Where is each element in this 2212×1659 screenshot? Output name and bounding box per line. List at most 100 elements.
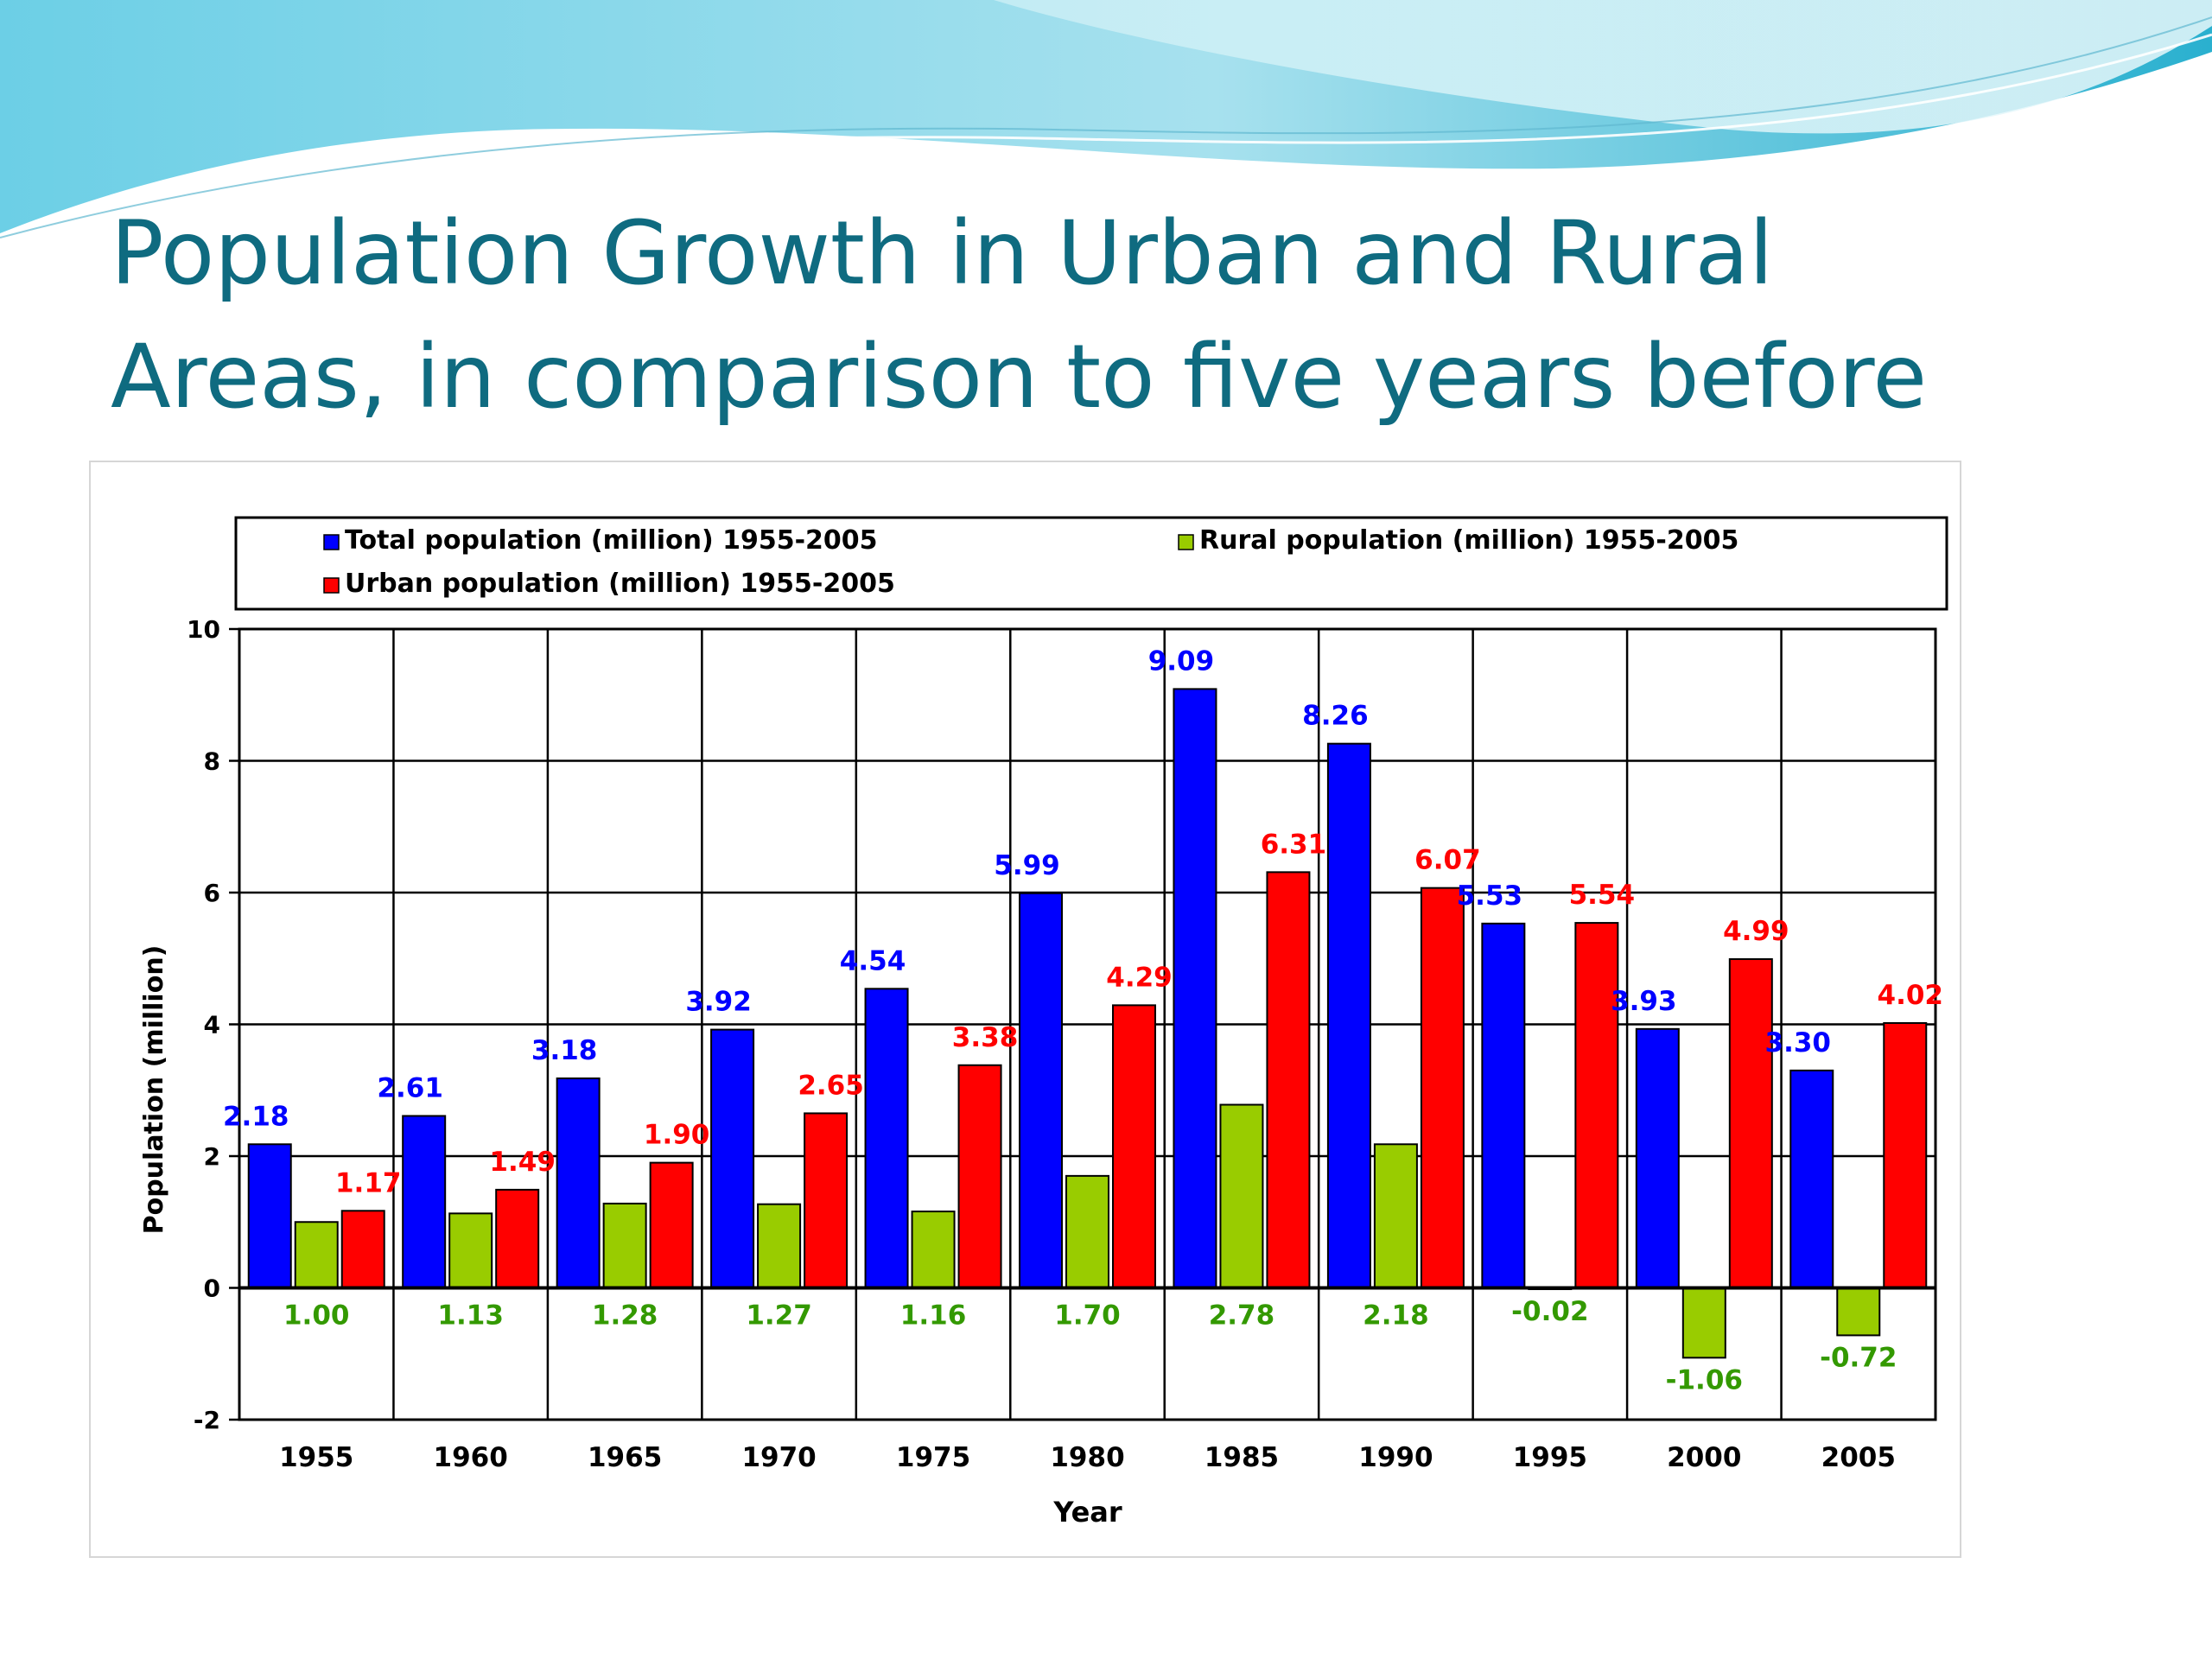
legend-label-2: Rural population (million) 1955-2005 [1199, 525, 1738, 556]
bar-series1-1960 [402, 1115, 447, 1289]
data-label-series3-1955: 1.17 [335, 1167, 402, 1198]
slide-title-line-1: Population Growth in Urban and Rural [111, 202, 1774, 305]
bar-series1-1990 [1326, 742, 1371, 1289]
bar-series1-1970 [710, 1028, 755, 1289]
plot-area-border [238, 627, 1937, 1421]
x-tick-label-1955: 1955 [279, 1442, 353, 1473]
x-tick-label-1965: 1965 [588, 1442, 662, 1473]
data-label-series1-1970: 3.92 [685, 987, 752, 1018]
data-label-series1-1975: 4.54 [840, 945, 906, 976]
x-tick-label-1980: 1980 [1050, 1442, 1124, 1473]
bar-series1-1955 [247, 1143, 292, 1289]
data-label-series1-1955: 2.18 [223, 1101, 289, 1132]
bar-series3-1995 [1574, 922, 1619, 1289]
bar-series2-2000 [1681, 1287, 1726, 1359]
data-label-series1-2005: 3.30 [1765, 1027, 1832, 1058]
data-label-series2-1980: 1.70 [1054, 1300, 1121, 1332]
data-label-series2-1960: 1.13 [437, 1300, 504, 1332]
x-tick-label-1970: 1970 [741, 1442, 816, 1473]
bar-series3-1980 [1112, 1004, 1156, 1289]
data-label-series3-1970: 2.65 [798, 1070, 864, 1101]
data-label-series1-1990: 8.26 [1302, 701, 1369, 732]
data-label-series3-2000: 4.99 [1723, 916, 1789, 947]
x-tick-label-2005: 2005 [1821, 1442, 1896, 1473]
slide-title-line-2: Areas, in comparison to five years befor… [111, 326, 1928, 429]
bar-series2-1975 [911, 1211, 956, 1289]
data-label-series1-2000: 3.93 [1611, 986, 1677, 1017]
data-label-series2-2000: -1.06 [1666, 1364, 1743, 1395]
bar-series2-1955 [294, 1221, 339, 1289]
bar-series2-1970 [757, 1203, 802, 1289]
data-label-series2-1955: 1.00 [283, 1300, 350, 1332]
y-tick-label: 2 [204, 1142, 220, 1171]
legend-label-1: Total population (million) 1955-2005 [345, 525, 878, 556]
data-label-series3-2005: 4.02 [1878, 980, 1944, 1011]
x-tick-label-1990: 1990 [1358, 1442, 1433, 1473]
x-tick-label-1975: 1975 [896, 1442, 970, 1473]
bar-series2-2005 [1836, 1287, 1881, 1337]
data-label-series2-1965: 1.28 [592, 1300, 658, 1332]
x-tick-label-2000: 2000 [1667, 1442, 1741, 1473]
chart-data-labels: 2.18 1.00 1.17 2.61 1.13 1.49 3.18 1.28 1.90 3.92… [223, 645, 1943, 1395]
bar-series3-1985 [1266, 871, 1311, 1289]
bar-series3-1965 [649, 1161, 694, 1289]
x-tick-label-1985: 1985 [1205, 1442, 1279, 1473]
bar-series1-2005 [1789, 1069, 1834, 1289]
y-axis-title: Population (million) [139, 945, 169, 1235]
x-tick-label-1995: 1995 [1513, 1442, 1587, 1473]
y-tick-label: 10 [187, 615, 220, 644]
y-tick-label: 0 [204, 1274, 220, 1303]
bar-series2-1990 [1373, 1143, 1418, 1289]
data-label-series3-1995: 5.54 [1569, 880, 1636, 911]
y-tick-label: 8 [204, 747, 220, 776]
data-label-series1-1960: 2.61 [377, 1072, 443, 1103]
chart-axes: -2 0 2 4 6 8 10 1955 1960 1965 1970 1975 1980 1985 199… [187, 615, 1937, 1473]
legend-swatch-2 [1178, 534, 1194, 550]
data-label-series3-1960: 1.49 [489, 1147, 556, 1178]
bar-series2-1960 [448, 1212, 493, 1289]
legend-box [234, 516, 1948, 611]
bar-series3-2005 [1883, 1021, 1928, 1289]
bar-series1-1975 [864, 988, 909, 1289]
y-tick-label: -2 [194, 1406, 220, 1434]
bar-series1-1995 [1481, 922, 1526, 1289]
header-wave-decoration [0, 0, 2212, 248]
chart-bars [247, 688, 1928, 1359]
data-label-series3-1975: 3.38 [952, 1022, 1019, 1053]
slide-title: Population Growth in Urban and Rural Are… [111, 192, 2098, 439]
bar-series3-1990 [1420, 887, 1465, 1289]
data-label-series3-1980: 4.29 [1106, 962, 1173, 993]
bar-series3-1970 [804, 1112, 849, 1289]
bar-series1-1980 [1019, 892, 1063, 1289]
bar-series2-1985 [1219, 1103, 1264, 1289]
data-label-series2-2005: -0.72 [1820, 1342, 1897, 1373]
bar-series2-1965 [602, 1202, 647, 1289]
x-tick-label-1960: 1960 [434, 1442, 508, 1473]
data-label-series2-1970: 1.27 [746, 1300, 812, 1332]
chart-legend: Total population (million) 1955-2005 Rura… [234, 516, 1948, 611]
bar-series1-1985 [1173, 688, 1217, 1289]
legend-label-3: Urban population (million) 1955-2005 [345, 569, 895, 599]
bar-series2-1980 [1065, 1174, 1109, 1289]
x-axis-title: Year [1052, 1496, 1122, 1529]
legend-swatch-1 [323, 534, 340, 550]
bar-series3-1955 [340, 1210, 385, 1289]
data-label-series2-1990: 2.18 [1363, 1300, 1429, 1332]
data-label-series1-1985: 9.09 [1148, 645, 1215, 677]
data-label-series3-1965: 1.90 [644, 1120, 710, 1151]
bar-series1-2000 [1635, 1027, 1680, 1289]
data-label-series2-1975: 1.16 [900, 1300, 967, 1332]
data-label-series2-1985: 2.78 [1209, 1300, 1275, 1332]
data-label-series3-1990: 6.07 [1414, 845, 1481, 876]
data-label-series3-1985: 6.31 [1261, 829, 1327, 860]
y-tick-label: 4 [204, 1011, 220, 1039]
data-label-series2-1995: -0.02 [1511, 1296, 1588, 1327]
bar-series3-2000 [1728, 958, 1773, 1289]
y-tick-label: 6 [204, 879, 220, 907]
bar-series3-1975 [957, 1064, 1002, 1289]
data-label-series1-1995: 5.53 [1457, 880, 1523, 912]
data-label-series1-1980: 5.99 [994, 850, 1060, 881]
legend-swatch-3 [323, 577, 340, 594]
bar-chart: Total population (million) 1955-2005 Rura… [139, 516, 1948, 1529]
bar-series1-1965 [556, 1077, 601, 1289]
